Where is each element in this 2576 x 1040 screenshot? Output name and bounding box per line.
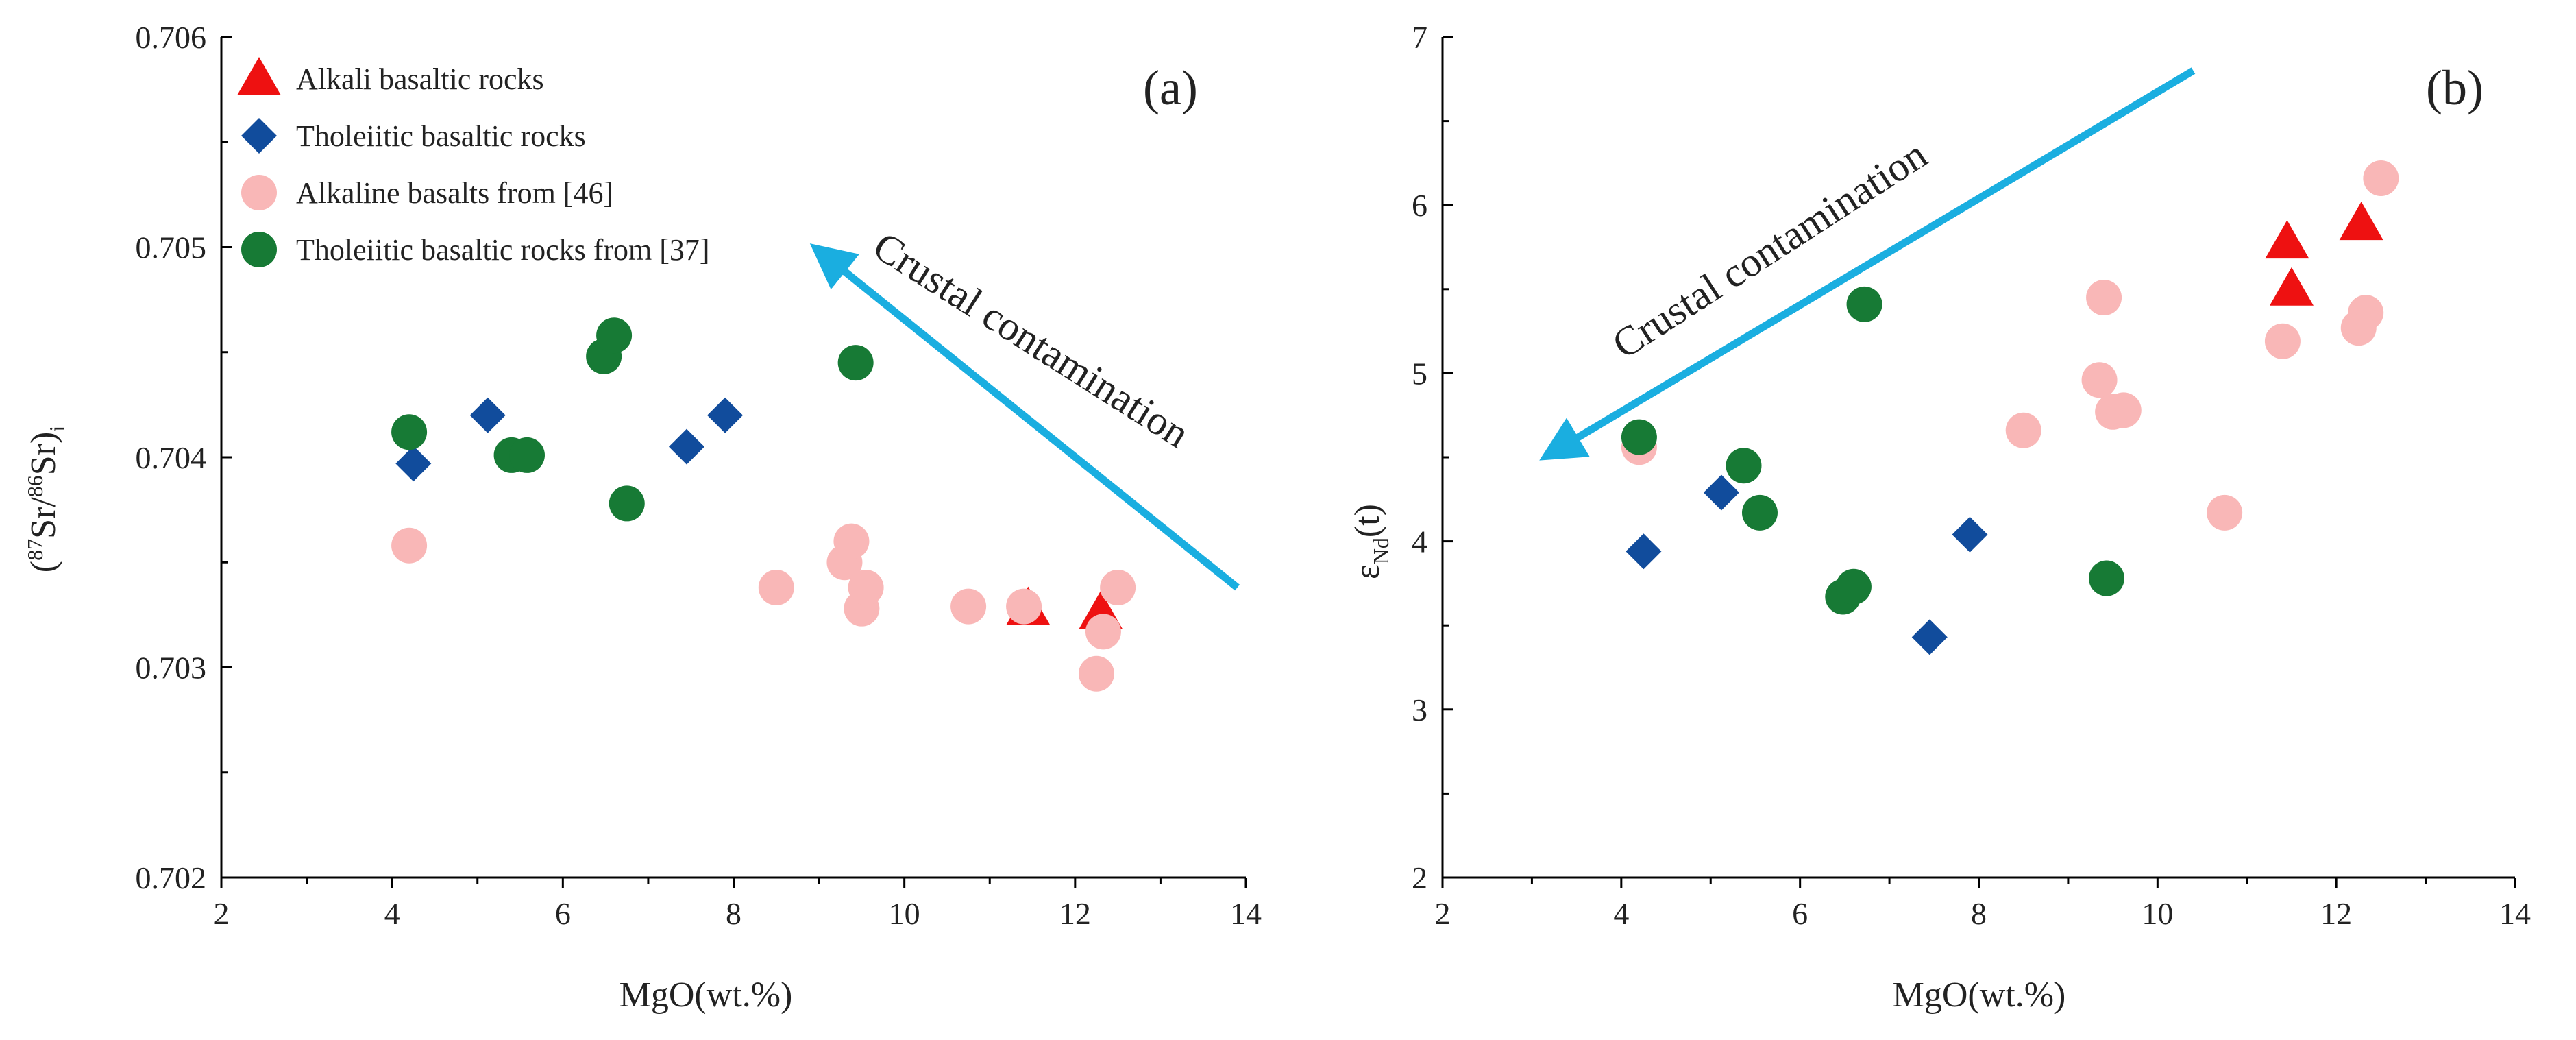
panel-b-series-2-point bbox=[2105, 392, 2142, 428]
panel-b-label: (b) bbox=[2426, 60, 2483, 115]
panel-a-series-2-point bbox=[391, 527, 428, 564]
panel-b-series-3-point bbox=[1621, 419, 1657, 455]
panel-a-series-3-point bbox=[609, 485, 645, 522]
panel-b-series-3-point bbox=[2088, 560, 2124, 596]
panel-b-series-1-point bbox=[1626, 533, 1662, 570]
panel-a-contamination-arrow bbox=[809, 243, 1240, 591]
panel-a-x-tick-label: 10 bbox=[889, 896, 920, 931]
panel-b-series-2-point bbox=[2207, 494, 2243, 531]
panel-a-x-tick-label: 8 bbox=[726, 896, 741, 931]
panel-b-series-3-point bbox=[1846, 286, 1882, 322]
panel-a-series-2-point bbox=[1100, 570, 1136, 606]
panel-b-x-tick-label: 12 bbox=[2320, 896, 2352, 931]
legend-label-0: Alkali basaltic rocks bbox=[296, 62, 544, 96]
panel-b-y-tick-label: 7 bbox=[1412, 20, 1427, 55]
panel-a-series-2-point bbox=[1078, 655, 1114, 692]
panel-a-series-2-point bbox=[833, 523, 870, 559]
panel-a-label: (a) bbox=[1143, 60, 1198, 115]
panel-b-contamination-arrow bbox=[1539, 67, 2196, 461]
panel-b-x-tick-label: 6 bbox=[1792, 896, 1808, 931]
panel-b-x-tick-label: 8 bbox=[1971, 896, 1987, 931]
panel-b-y-tick-label: 3 bbox=[1412, 692, 1427, 727]
panel-a-series-2-point bbox=[1085, 614, 1121, 650]
panel-b-series-2-point bbox=[2005, 412, 2041, 448]
panel-a-y-tick-label: 0.702 bbox=[136, 860, 207, 895]
panel-a-series-2-point bbox=[1006, 588, 1042, 625]
panel-a-series-2-point bbox=[848, 570, 884, 606]
panel-b-series-2-point bbox=[2086, 280, 2122, 316]
panel-b-y-axis-title: εNd(t) bbox=[1348, 504, 1393, 579]
panel-b-series-2-point bbox=[2081, 362, 2118, 398]
panel-b-y-tick-label: 2 bbox=[1412, 860, 1427, 895]
panel-a-axes bbox=[220, 37, 1246, 879]
panel-b-series-1-point bbox=[1911, 619, 1948, 655]
panel-b-series-3-point bbox=[1835, 568, 1872, 605]
panel-b-x-axis-title: MgO(wt.%) bbox=[1893, 976, 2066, 1015]
panel-b-series-0-point bbox=[2265, 220, 2309, 259]
legend-marker-1 bbox=[241, 118, 277, 154]
panel-a-legend: Alkali basaltic rocks Tholeiitic basaltic… bbox=[237, 57, 710, 267]
panel-a-series-1-point bbox=[395, 446, 432, 482]
panel-b-series-0-point bbox=[2269, 267, 2314, 306]
panel-a-x-axis-title: MgO(wt.%) bbox=[620, 976, 793, 1015]
panel-b-series-2-point bbox=[2264, 323, 2301, 359]
panel-b-x-tick-label: 10 bbox=[2142, 896, 2173, 931]
panel-a-y-axis-title: (87Sr/86Sr)i bbox=[23, 426, 69, 573]
panel-b-series-1-point bbox=[1703, 474, 1739, 511]
legend-marker-0 bbox=[237, 57, 281, 95]
panel-b-series-3-point bbox=[1726, 448, 1762, 484]
panel-b-series-3-point bbox=[1741, 494, 1778, 531]
panel-a-x-tick-label: 2 bbox=[214, 896, 230, 931]
panel-a-series-1-point bbox=[707, 397, 744, 433]
panel-a-series-3-point bbox=[596, 317, 633, 354]
panel-b-annotation-text: Crustal contamination bbox=[1604, 132, 1935, 367]
legend-label-1: Tholeiitic basaltic rocks bbox=[296, 119, 586, 153]
panel-b-chart: (b) MgO(wt.%) εNd(t) Crustal contaminati… bbox=[1348, 20, 2531, 1015]
panel-a-y-tick-label: 0.703 bbox=[136, 651, 207, 686]
panel-a-x-tick-label: 14 bbox=[1230, 896, 1262, 931]
panel-b-y-tick-label: 5 bbox=[1412, 356, 1427, 391]
panel-a-series-3-point bbox=[391, 414, 428, 450]
panel-b-y-tick-label: 4 bbox=[1412, 524, 1427, 559]
panel-a-series-2-point bbox=[950, 588, 987, 625]
panel-b-axes bbox=[1441, 37, 2515, 879]
panel-a-y-tick-label: 0.706 bbox=[136, 20, 207, 55]
panel-a-x-tick-label: 4 bbox=[384, 896, 400, 931]
panel-b-series-1-point bbox=[1952, 516, 1988, 553]
panel-a-x-tick-label: 12 bbox=[1059, 896, 1091, 931]
panel-a-y-tick-label: 0.704 bbox=[136, 440, 207, 475]
legend-marker-3 bbox=[241, 232, 277, 267]
panel-b-series-2-point bbox=[2348, 295, 2384, 331]
panel-a-series-1-point bbox=[668, 428, 704, 465]
panel-a-series-2-point bbox=[758, 570, 794, 606]
panel-a-series-3-point bbox=[509, 437, 545, 473]
panel-b-x-tick-label: 14 bbox=[2499, 896, 2531, 931]
legend-marker-2 bbox=[241, 175, 277, 210]
panel-a-series-3-point bbox=[837, 345, 874, 381]
legend-label-3: Tholeiitic basaltic rocks from [37] bbox=[296, 233, 710, 267]
panel-b-series-2-point bbox=[2363, 160, 2399, 196]
legend-label-2: Alkaline basalts from [46] bbox=[296, 176, 613, 210]
panel-a-chart: (a) MgO(wt.%) (87Sr/86Sr)i Alkali basalt… bbox=[23, 20, 1262, 1015]
panel-a-x-tick-label: 6 bbox=[555, 896, 571, 931]
panel-b-x-tick-label: 2 bbox=[1435, 896, 1451, 931]
panel-a-y-tick-label: 0.705 bbox=[136, 230, 207, 265]
panel-b-series-0-point bbox=[2339, 202, 2383, 241]
panel-a-series-1-point bbox=[469, 397, 506, 433]
panel-b-x-tick-label: 4 bbox=[1613, 896, 1629, 931]
panel-b-y-tick-label: 6 bbox=[1412, 188, 1427, 223]
